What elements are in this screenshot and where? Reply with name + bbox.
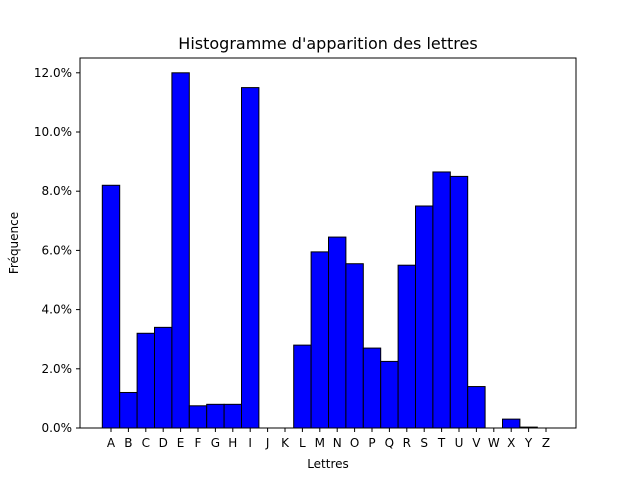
bar-B <box>119 391 138 429</box>
x-tick-label-S: S <box>420 436 428 450</box>
x-tick-label-N: N <box>333 436 342 450</box>
x-tick-label-X: X <box>507 436 515 450</box>
bar-H <box>223 403 243 429</box>
y-tick-label: 0.0% <box>42 421 73 435</box>
x-tick-label-P: P <box>368 436 375 450</box>
x-tick-label-L: L <box>299 436 306 450</box>
y-axis-label: Fréquence <box>7 212 21 274</box>
x-axis-label: Lettres <box>307 457 349 471</box>
bar-I <box>241 87 260 429</box>
x-tick-label-W: W <box>488 436 500 450</box>
x-tick-label-G: G <box>211 436 220 450</box>
x-tick-label-O: O <box>350 436 359 450</box>
x-tick-label-M: M <box>315 436 325 450</box>
x-tick-label-A: A <box>107 436 116 450</box>
bar-Q <box>380 360 399 429</box>
y-tick-label: 12.0% <box>34 66 72 80</box>
x-tick-label-R: R <box>403 436 411 450</box>
bar-R <box>397 264 417 429</box>
bar-M <box>310 251 330 429</box>
y-tick-label: 6.0% <box>42 243 73 257</box>
bar-O <box>345 263 364 429</box>
x-tick-label-Z: Z <box>542 436 550 450</box>
bar-L <box>293 344 312 429</box>
x-tick-label-U: U <box>455 436 464 450</box>
bar-T <box>432 171 451 429</box>
x-tick-label-T: T <box>437 436 446 450</box>
bar-S <box>415 205 434 429</box>
bar-E <box>171 72 190 429</box>
x-tick-label-K: K <box>281 436 290 450</box>
x-tick-label-E: E <box>177 436 185 450</box>
bar-D <box>154 326 173 429</box>
x-tick-label-J: J <box>265 436 270 450</box>
y-tick-label: 4.0% <box>42 303 73 317</box>
y-tick-label: 10.0% <box>34 125 72 139</box>
x-tick-label-I: I <box>248 436 252 450</box>
x-tick-label-Q: Q <box>385 436 394 450</box>
bar-P <box>362 347 382 429</box>
bar-C <box>136 332 156 429</box>
x-tick-label-F: F <box>195 436 202 450</box>
bar-X <box>502 418 521 429</box>
bar-A <box>101 184 121 429</box>
x-tick-label-B: B <box>124 436 132 450</box>
bar-F <box>188 405 208 429</box>
y-tick-label: 2.0% <box>42 362 73 376</box>
bar-N <box>328 236 347 429</box>
bar-V <box>467 386 486 429</box>
x-tick-label-C: C <box>142 436 150 450</box>
x-tick-label-Y: Y <box>524 436 533 450</box>
x-tick-label-D: D <box>159 436 168 450</box>
x-tick-label-V: V <box>472 436 481 450</box>
y-tick-label: 8.0% <box>42 184 73 198</box>
bar-G <box>206 403 225 429</box>
plot-frame <box>79 57 577 429</box>
chart-title: Histogramme d'apparition des lettres <box>178 34 477 53</box>
y-axis: 0.0% 2.0% 4.0% 6.0% 8.0% 10.0% 12.0% <box>34 66 80 435</box>
x-tick-label-H: H <box>228 436 237 450</box>
bar-U <box>449 175 469 429</box>
